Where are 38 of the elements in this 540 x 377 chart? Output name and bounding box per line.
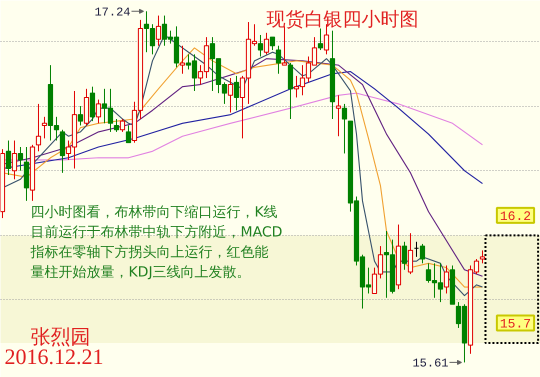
- annotation: 目前运行于布林带中轨下方附近，MACD: [30, 224, 282, 240]
- candlestick: [6, 140, 12, 176]
- candlestick: [420, 243, 426, 264]
- candlestick: [318, 28, 324, 51]
- candlestick: [480, 250, 486, 264]
- candlestick: [114, 118, 120, 132]
- candlestick: [156, 15, 162, 46]
- candlestick: [60, 129, 66, 174]
- candlestick: [234, 75, 240, 111]
- candlestick: [444, 264, 450, 294]
- candlestick: [12, 140, 18, 180]
- candlestick: [336, 94, 342, 137]
- candlestick: [96, 99, 102, 124]
- text: 现货白银四小时图: [266, 8, 418, 30]
- candlestick: [342, 103, 348, 154]
- candlestick: [78, 106, 84, 126]
- candlestick: [90, 86, 96, 122]
- annotation: 量柱开始放量，KDJ三线向上发散。: [30, 264, 251, 280]
- candlestick: [120, 118, 126, 132]
- candlestick: [180, 45, 186, 74]
- candlestick: [18, 146, 24, 172]
- annotation: 17.24: [94, 5, 130, 20]
- candlestick: [288, 62, 294, 120]
- annotation: 指标在零轴下方拐头向上运行，红色能: [30, 244, 268, 260]
- text: 16.2: [500, 208, 532, 224]
- candlestick: [126, 124, 132, 144]
- candlestick: [270, 36, 276, 51]
- annotation: 15.61: [412, 356, 448, 370]
- candlestick: [408, 232, 414, 275]
- candlestick: [264, 32, 270, 55]
- candlestick: [276, 45, 282, 74]
- candlestick: [42, 116, 48, 139]
- candlestick: [36, 103, 42, 152]
- candlestick: [228, 78, 234, 114]
- annotation: 四小时图看，布林带向下缩口运行，K线: [30, 204, 278, 220]
- text: 15.7: [500, 316, 532, 332]
- candlestick: [258, 34, 264, 58]
- candlestick: [402, 241, 408, 270]
